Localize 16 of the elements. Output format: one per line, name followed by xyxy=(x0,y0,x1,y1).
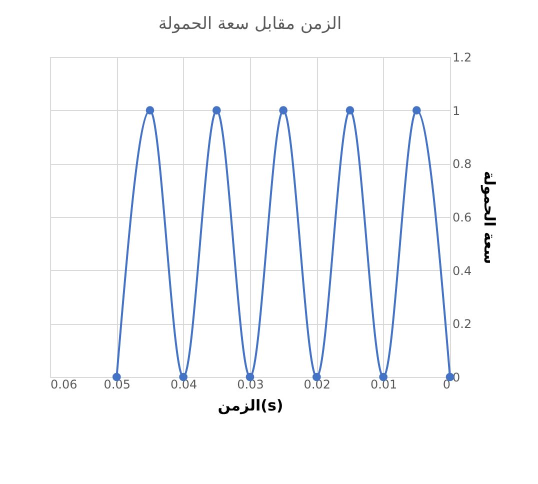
x-tick-label: 0 xyxy=(442,378,450,392)
x-tick-label: 0.06 xyxy=(50,378,78,392)
x-tick-label: 0.05 xyxy=(104,378,131,392)
y-tick-label: 1.2 xyxy=(452,50,472,64)
y-tick-label: 0.2 xyxy=(452,317,472,332)
chart-title: الزمن مقابل سعة الحمولة xyxy=(158,14,342,34)
x-axis-title: الزمن(s) xyxy=(218,396,284,414)
y-tick-label: 0.4 xyxy=(452,264,472,278)
x-tick-label: 0.01 xyxy=(370,378,398,392)
x-tick-label: 0.03 xyxy=(237,378,264,392)
y-axis-title: سعة الحمولة xyxy=(480,170,499,264)
y-tick-label: 1 xyxy=(452,104,460,118)
y-tick-label: 0.8 xyxy=(452,157,472,172)
y-tick-label: 0.6 xyxy=(452,210,472,224)
x-tick-label: 0.04 xyxy=(170,378,198,392)
x-tick-label: 0.02 xyxy=(304,378,331,392)
